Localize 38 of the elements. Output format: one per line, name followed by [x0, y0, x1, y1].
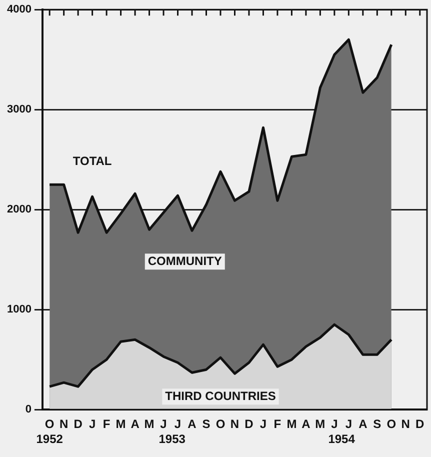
y-tick-label: 4000 [6, 4, 32, 16]
x-tick-label: O [44, 417, 54, 432]
x-tick-label: J [88, 417, 96, 432]
x-tick-label: O [216, 417, 226, 432]
x-tick-label: J [331, 417, 338, 432]
series-label: THIRD COUNTRIES [165, 388, 276, 403]
x-tick-label: D [74, 417, 83, 432]
x-tick-label: A [188, 417, 197, 432]
annotation: COMMUNITY [148, 254, 222, 268]
x-tick-label: F [274, 417, 282, 432]
x-tick-label: F [102, 417, 110, 432]
x-tick-label: N [60, 417, 68, 432]
x-tick-label: D [416, 417, 425, 432]
x-tick-label: N [401, 417, 410, 432]
x-tick-label: M [116, 417, 126, 432]
x-tick-label: J [174, 417, 182, 432]
y-tick-label: 0 [25, 404, 32, 416]
x-tick-label: D [244, 417, 254, 432]
x-tick-label: S [202, 417, 210, 432]
y-tick-label: 1000 [6, 304, 32, 316]
x-tick-label: J [345, 417, 352, 432]
x-tick-label: M [286, 417, 297, 432]
x-tick-label: S [373, 417, 382, 432]
x-tick-label: N [230, 417, 240, 432]
text: 1953 [158, 432, 186, 446]
x-tick-label: M [315, 417, 326, 432]
x-tick-label: O [386, 417, 396, 432]
y-tick-label: 3000 [6, 104, 32, 116]
text: 1952 [36, 432, 64, 446]
series-label: TOTAL [72, 154, 112, 168]
x-tick-label: J [160, 417, 167, 432]
x-tick-label: J [260, 417, 267, 432]
x-tick-label: A [302, 417, 311, 432]
x-tick-label: A [130, 417, 140, 432]
x-tick-label: A [358, 417, 368, 432]
text: 1954 [328, 432, 356, 446]
y-tick-label: 2000 [6, 204, 32, 216]
x-tick-label: M [144, 417, 154, 432]
